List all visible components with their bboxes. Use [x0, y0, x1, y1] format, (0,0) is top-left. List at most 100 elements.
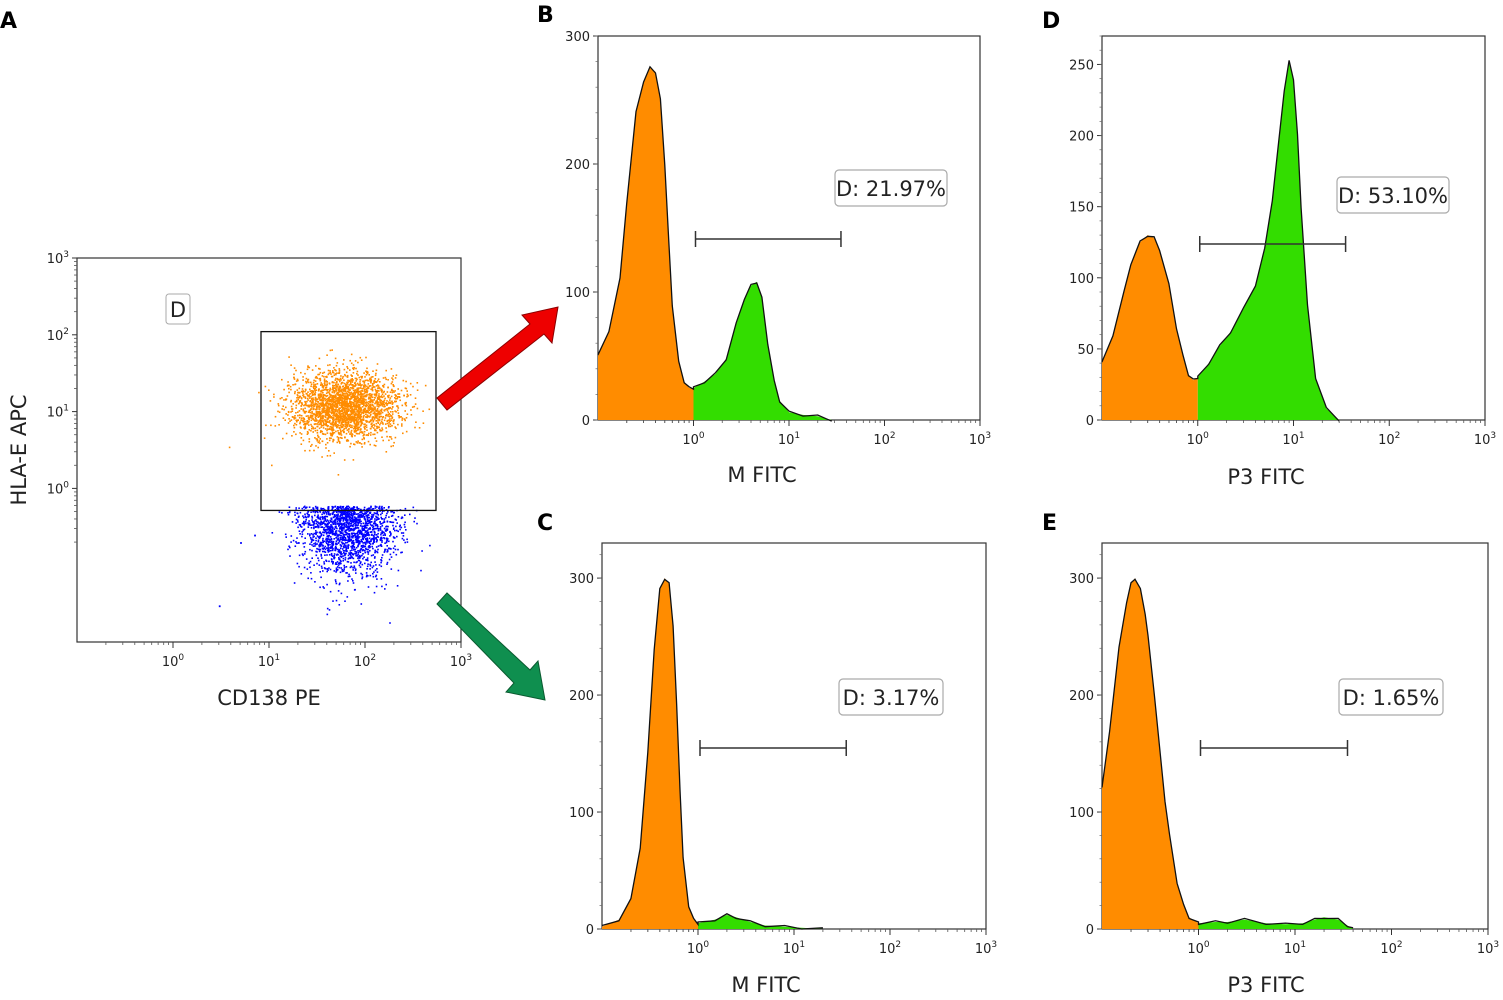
scatter-point [345, 403, 348, 405]
scatter-point [400, 517, 403, 520]
x-ticks: 100 101 102 103 [105, 642, 472, 670]
scatter-point [332, 543, 334, 546]
scatter-point [339, 396, 342, 398]
scatter-point [352, 405, 355, 408]
scatter-point [330, 552, 333, 555]
scatter-point [324, 381, 326, 383]
scatter-point [305, 516, 308, 519]
scatter-point [377, 410, 379, 412]
scatter-point [352, 387, 355, 389]
scatter-point [391, 377, 393, 379]
scatter-point [344, 510, 347, 513]
scatter-point [302, 417, 305, 419]
scatter-point [347, 528, 350, 531]
scatter-point [331, 381, 334, 383]
scatter-point [269, 400, 272, 402]
scatter-point [298, 515, 300, 518]
scatter-point [341, 570, 344, 573]
scatter-point [377, 387, 379, 389]
scatter-point [327, 406, 330, 409]
scatter-point [392, 378, 394, 381]
scatter-point [317, 436, 320, 438]
scatter-point [316, 551, 318, 553]
scatter-point [372, 405, 375, 407]
scatter-point [407, 395, 409, 397]
scatter-point [316, 414, 319, 416]
scatter-point [352, 582, 355, 584]
scatter-point [304, 404, 306, 406]
y-tick-label: 100 [47, 480, 70, 497]
scatter-point [345, 507, 347, 509]
scatter-point [346, 413, 348, 416]
scatter-point [381, 510, 384, 512]
scatter-point [327, 520, 330, 522]
scatter-point [399, 416, 401, 418]
scatter-point [321, 523, 324, 525]
scatter-point [348, 398, 351, 400]
scatter-point [364, 550, 366, 552]
scatter-point [311, 401, 314, 404]
scatter-point [347, 379, 349, 382]
scatter-point [321, 399, 323, 402]
scatter-point [372, 427, 375, 429]
scatter-point [314, 427, 317, 430]
scatter-point [389, 521, 391, 523]
scatter-point [358, 404, 360, 407]
scatter-point [309, 537, 312, 539]
scatter-point [305, 382, 308, 384]
scatter-point [303, 566, 306, 569]
scatter-point [363, 443, 366, 445]
scatter-point [342, 388, 345, 390]
scatter-point [347, 440, 350, 442]
scatter-point [278, 424, 280, 426]
scatter-point [309, 534, 311, 537]
scatter-point [347, 554, 350, 557]
gate-rectangle [260, 330, 437, 512]
scatter-point [320, 541, 323, 544]
scatter-point [328, 437, 331, 439]
scatter-point [376, 539, 378, 541]
scatter-point [367, 586, 370, 588]
scatter-point [355, 383, 357, 386]
scatter-point [379, 526, 382, 528]
scatter-point [414, 403, 417, 405]
scatter-point [329, 433, 332, 435]
scatter-point [318, 545, 321, 548]
scatter-point [285, 413, 287, 415]
scatter-point [341, 377, 344, 380]
scatter-point [379, 508, 381, 510]
histogram-area-positive [1197, 61, 1340, 420]
scatter-point [387, 511, 389, 513]
scatter-point [298, 417, 301, 419]
scatter-point [331, 435, 333, 437]
scatter-point [401, 423, 403, 425]
scatter-point [327, 388, 329, 391]
scatter-point [347, 397, 349, 399]
scatter-point [322, 399, 325, 402]
scatter-point [324, 383, 326, 385]
scatter-point [326, 402, 329, 405]
scatter-point [350, 562, 352, 564]
scatter-point [282, 437, 284, 440]
scatter-point [386, 545, 388, 547]
scatter-point [347, 514, 349, 517]
scatter-point [375, 416, 378, 419]
scatter-point [350, 397, 352, 400]
scatter-point [340, 375, 342, 377]
scatter-point [295, 423, 298, 426]
scatter-point [339, 571, 342, 574]
scatter-point [413, 520, 415, 523]
scatter-point [336, 561, 339, 563]
scatter-point [375, 564, 377, 566]
scatter-point [357, 393, 360, 395]
scatter-point [364, 524, 367, 527]
scatter-point [365, 548, 367, 550]
scatter-point [310, 541, 313, 544]
scatter-point [370, 381, 372, 384]
scatter-point [386, 435, 388, 438]
scatter-point [369, 563, 371, 566]
scatter-point [359, 398, 362, 401]
scatter-point [307, 416, 310, 419]
scatter-point [294, 415, 296, 417]
scatter-point [342, 416, 345, 419]
